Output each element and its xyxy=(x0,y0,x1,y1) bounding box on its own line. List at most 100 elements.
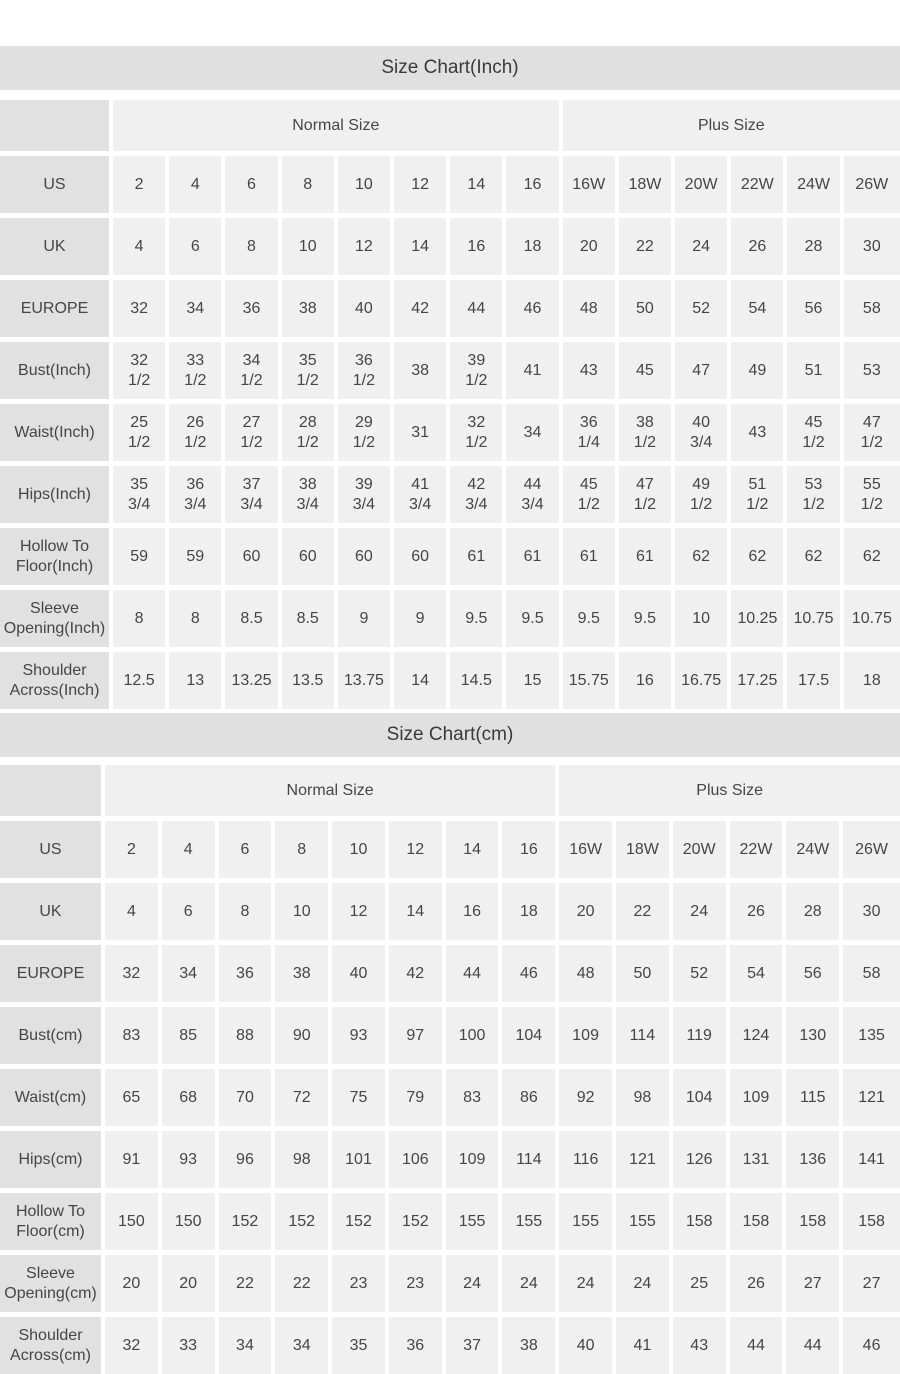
size-cell: 32 xyxy=(105,1317,162,1374)
size-cell: 44 xyxy=(450,280,507,342)
row-label: Bust(Inch) xyxy=(0,342,113,404)
size-cell: 20 xyxy=(559,883,617,945)
size-cell: 46 xyxy=(506,280,563,342)
size-cell: 33 xyxy=(161,1317,219,1374)
size-cell: 155 xyxy=(445,1193,503,1255)
table-row: Sleeve Opening(Inch) 8 8 8.5 8.5 9 9 9.5 9.5 9.5 9… xyxy=(0,590,900,652)
size-cell: 31 xyxy=(394,404,451,466)
size-cell: 65 xyxy=(105,1069,162,1131)
size-cell: 131 xyxy=(729,1131,787,1193)
size-cell: 44 xyxy=(786,1317,844,1374)
size-cell: 34 xyxy=(161,945,219,1007)
size-cell: 6 xyxy=(225,156,282,218)
size-cell: 2 xyxy=(113,156,170,218)
size-cell: 97 xyxy=(388,1007,446,1069)
size-cell: 8 xyxy=(275,821,333,883)
size-cell: 155 xyxy=(559,1193,617,1255)
size-cell: 45 1/2 xyxy=(562,466,619,528)
size-cell: 92 xyxy=(559,1069,617,1131)
size-cell: 29 1/2 xyxy=(337,404,395,466)
size-cell: 38 3/4 xyxy=(281,466,338,528)
size-cell: 14 xyxy=(450,156,507,218)
size-cell: 41 3/4 xyxy=(394,466,451,528)
size-cell: 18 xyxy=(506,218,563,280)
size-cell: 32 xyxy=(105,945,162,1007)
size-cell: 16 xyxy=(445,883,503,945)
size-cell: 56 xyxy=(787,280,844,342)
size-cell: 60 xyxy=(281,528,338,590)
size-chart-inch-section: Size Chart(Inch) Normal Size Plus Size US 2… xyxy=(0,46,900,709)
size-cell: 14.5 xyxy=(450,652,507,709)
size-cell: 54 xyxy=(729,945,787,1007)
size-cell: 121 xyxy=(616,1131,673,1193)
size-cell: 51 xyxy=(787,342,844,404)
size-cell: 24 xyxy=(675,218,732,280)
size-cell: 62 xyxy=(843,528,900,590)
size-cell: 4 xyxy=(161,821,219,883)
size-cell: 152 xyxy=(388,1193,446,1255)
size-cell: 35 xyxy=(332,1317,389,1374)
size-cell: 26 xyxy=(729,1255,787,1317)
size-cell: 83 xyxy=(445,1069,503,1131)
table-row: EUROPE 32 34 36 38 40 42 44 46 48 50 52 54 56 58 xyxy=(0,945,900,1007)
size-cell: 18 xyxy=(843,652,900,709)
table-row: Bust(Inch) 32 1/2 33 1/2 34 1/2 35 1/2 36 1/2… xyxy=(0,342,900,404)
size-cell: 14 xyxy=(388,883,446,945)
size-cell: 86 xyxy=(502,1069,560,1131)
size-cell: 32 xyxy=(113,280,170,342)
size-cell: 104 xyxy=(502,1007,560,1069)
size-cell: 91 xyxy=(105,1131,162,1193)
size-cell: 20 xyxy=(161,1255,219,1317)
size-cell: 46 xyxy=(843,1317,900,1374)
size-cell: 124 xyxy=(729,1007,787,1069)
group-header-plus-size: Plus Size xyxy=(559,765,900,821)
size-cell: 135 xyxy=(843,1007,900,1069)
size-cell: 158 xyxy=(672,1193,730,1255)
size-cell: 38 xyxy=(275,945,333,1007)
size-cell: 40 xyxy=(332,945,389,1007)
size-cell: 50 xyxy=(616,945,673,1007)
row-label: UK xyxy=(0,883,105,945)
row-label: UK xyxy=(0,218,113,280)
size-cell: 23 xyxy=(332,1255,389,1317)
size-cell: 62 xyxy=(787,528,844,590)
size-cell: 22W xyxy=(729,821,787,883)
table-row: US 2 4 6 8 10 12 14 16 16W 18W 20W 22W 24W 26W xyxy=(0,821,900,883)
size-cell: 8 xyxy=(225,218,282,280)
size-cell: 8 xyxy=(169,590,226,652)
size-chart-inch-table: Normal Size Plus Size US 2 4 6 8 10 12 14 16 16W 18W… xyxy=(0,100,900,709)
size-cell: 79 xyxy=(388,1069,446,1131)
row-label: Waist(cm) xyxy=(0,1069,105,1131)
size-cell: 93 xyxy=(161,1131,219,1193)
size-cell: 20W xyxy=(672,821,730,883)
size-cell: 30 xyxy=(843,218,900,280)
size-cell: 39 3/4 xyxy=(337,466,395,528)
size-cell: 25 xyxy=(672,1255,730,1317)
size-cell: 109 xyxy=(559,1007,617,1069)
size-cell: 152 xyxy=(332,1193,389,1255)
size-cell: 28 xyxy=(787,218,844,280)
size-cell: 14 xyxy=(445,821,503,883)
size-cell: 50 xyxy=(618,280,676,342)
size-cell: 115 xyxy=(786,1069,844,1131)
size-cell: 38 xyxy=(281,280,338,342)
size-cell: 9.5 xyxy=(450,590,507,652)
size-cell: 20W xyxy=(675,156,732,218)
size-cell: 38 1/2 xyxy=(618,404,676,466)
size-cell: 47 xyxy=(675,342,732,404)
size-cell: 44 3/4 xyxy=(506,466,563,528)
size-cell: 9 xyxy=(394,590,451,652)
size-cell: 114 xyxy=(502,1131,560,1193)
size-cell: 53 1/2 xyxy=(787,466,844,528)
size-cell: 34 xyxy=(506,404,563,466)
size-cell: 47 1/2 xyxy=(618,466,676,528)
size-cell: 22W xyxy=(731,156,788,218)
size-cell: 4 xyxy=(105,883,162,945)
size-cell: 37 xyxy=(445,1317,503,1374)
size-cell: 16 xyxy=(618,652,676,709)
group-header-row: Normal Size Plus Size xyxy=(0,100,900,156)
size-cell: 48 xyxy=(559,945,617,1007)
size-cell: 52 xyxy=(672,945,730,1007)
size-cell: 14 xyxy=(394,652,451,709)
